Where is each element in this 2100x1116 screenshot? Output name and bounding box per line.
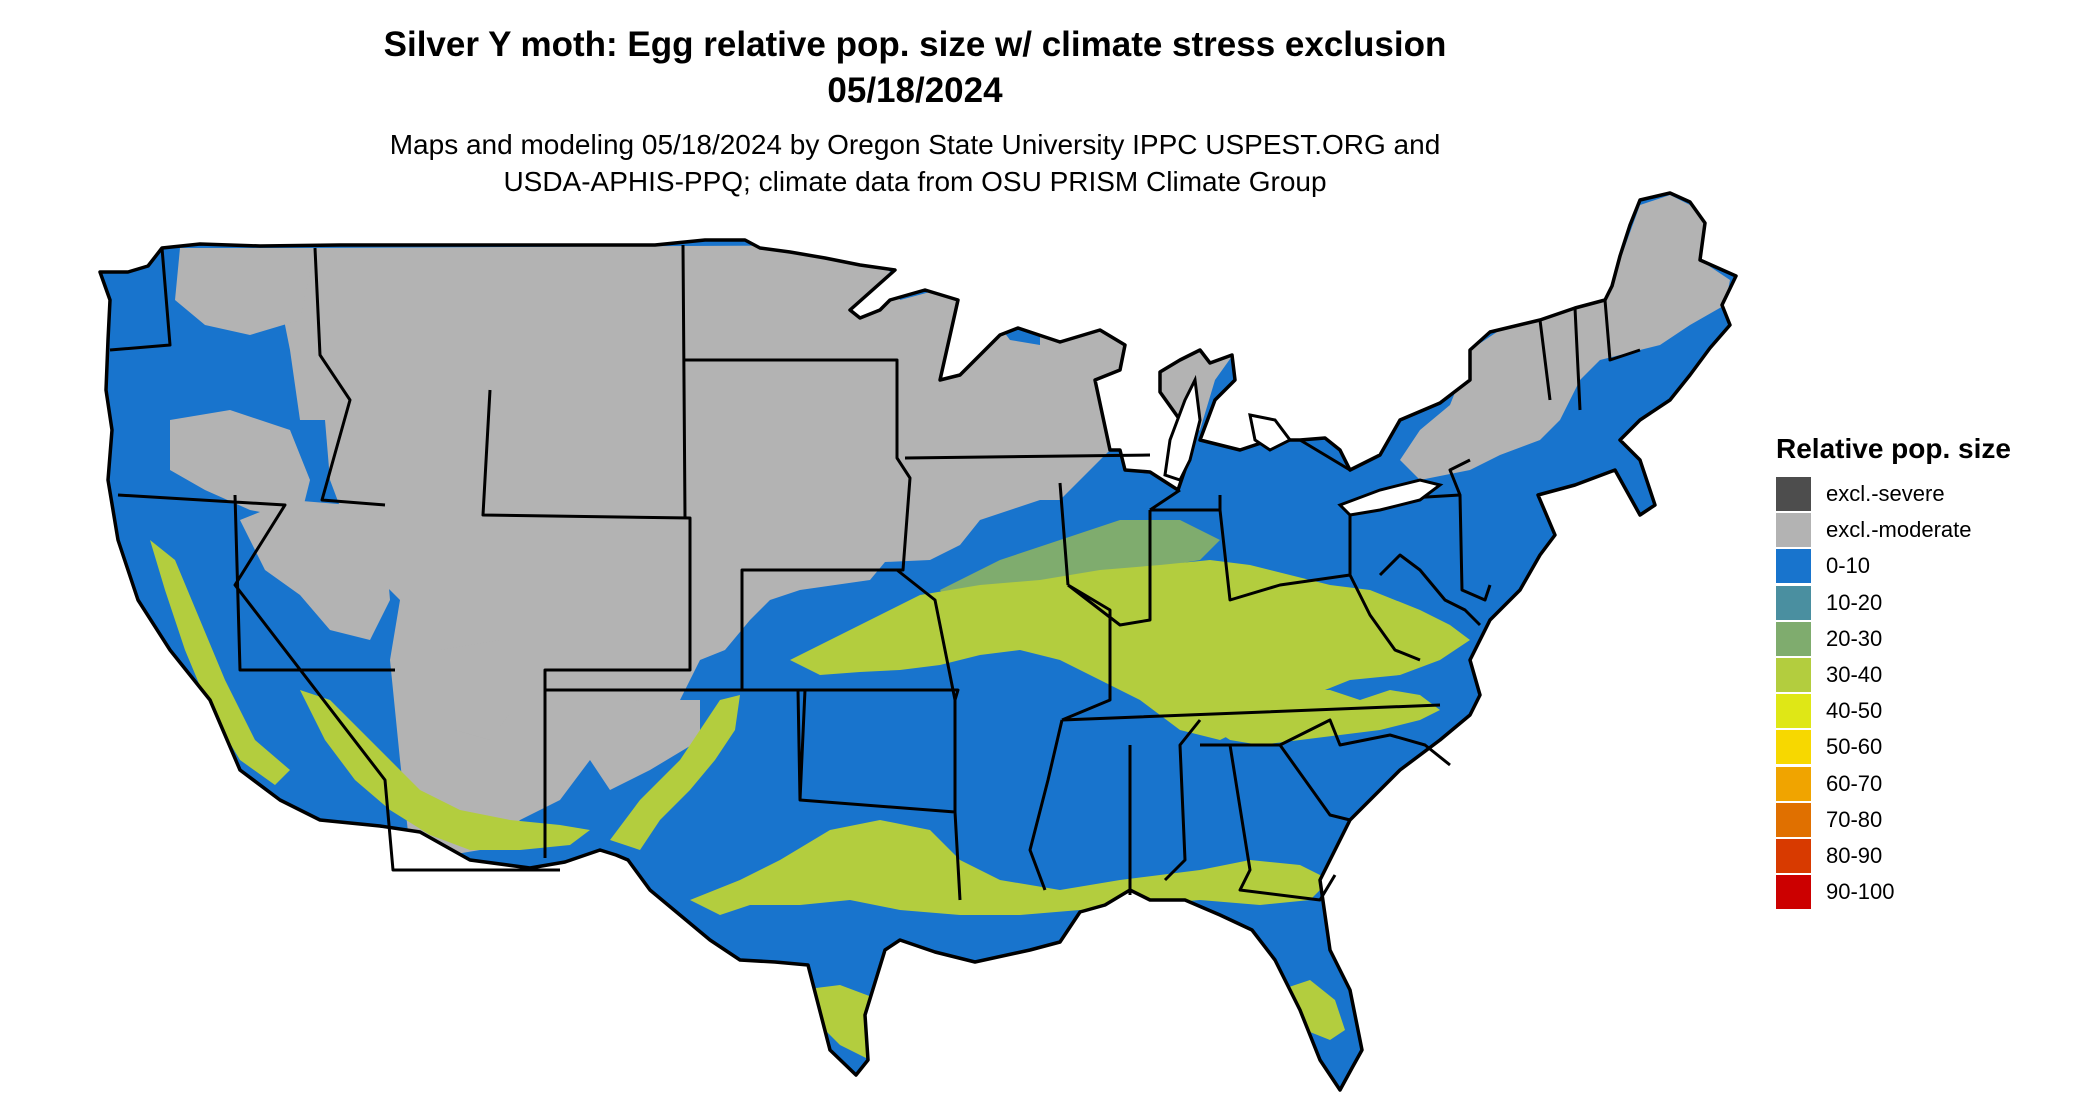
legend-item: 0-10: [1776, 548, 2011, 584]
band-california-valley: [150, 540, 290, 785]
legend-label: 40-50: [1826, 698, 1883, 724]
lake-erie: [1337, 478, 1444, 517]
excluded-region-northeast: [1400, 195, 1730, 480]
legend-swatch: [1776, 513, 1811, 548]
legend-item: 20-30: [1776, 621, 2011, 657]
legend-swatch: [1776, 585, 1811, 620]
legend-label: excl.-severe: [1826, 481, 1945, 507]
map-title-date: 05/18/2024: [827, 71, 1003, 110]
legend-item: excl.-moderate: [1776, 512, 2011, 548]
map-subtitle-line2: USDA-APHIS-PPQ; climate data from OSU PR…: [503, 166, 1327, 197]
band-gulf-coast: [690, 820, 1330, 915]
excluded-region-washington-east: [175, 248, 315, 335]
map-title-line1: Silver Y moth: Egg relative pop. size w/…: [383, 25, 1447, 64]
legend: Relative pop. size excl.-severe excl.-mod…: [1776, 432, 2011, 910]
excluded-region-new-mexico: [440, 640, 520, 740]
legend-swatch: [1776, 766, 1811, 801]
legend-swatch: [1776, 730, 1811, 765]
map-subtitle: Maps and modeling 05/18/2024 by Oregon S…: [0, 126, 1830, 200]
legend-label: 20-30: [1826, 625, 1883, 651]
legend-label: 10-20: [1826, 589, 1883, 615]
map-title: Silver Y moth: Egg relative pop. size w/…: [0, 22, 1830, 114]
border-west-region: [109, 244, 1151, 901]
legend-label: 90-100: [1826, 879, 1895, 905]
band-appalachia: [1200, 690, 1440, 745]
map-subtitle-line1: Maps and modeling 05/18/2024 by Oregon S…: [389, 129, 1441, 160]
legend-label: 60-70: [1826, 770, 1883, 796]
legend-item: 50-60: [1776, 729, 2011, 765]
legend-item: 30-40: [1776, 657, 2011, 693]
lake-michigan: [1163, 374, 1202, 482]
great-lakes: [1163, 374, 1444, 517]
legend-swatch: [1776, 802, 1811, 837]
legend-item: 40-50: [1776, 693, 2011, 729]
excluded-region-oregon: [170, 410, 310, 520]
legend-swatch: [1776, 658, 1811, 693]
legend-item: 80-90: [1776, 838, 2011, 874]
legend-title: Relative pop. size: [1776, 433, 2011, 464]
legend-label: 80-90: [1826, 842, 1883, 868]
legend-swatch: [1776, 694, 1811, 729]
band-texas-oklahoma: [610, 695, 740, 850]
band-florida: [1280, 980, 1345, 1040]
legend-rows: excl.-severe excl.-moderate 0-10 10-20 20-30…: [1776, 476, 2011, 910]
legend-item: 60-70: [1776, 766, 2011, 802]
legend-item: 10-20: [1776, 585, 2011, 621]
excluded-region-colorado-south: [560, 700, 700, 790]
legend-label: 50-60: [1826, 734, 1883, 760]
legend-label: 0-10: [1826, 553, 1871, 579]
legend-swatch: [1776, 838, 1811, 873]
legend-item: 70-80: [1776, 802, 2011, 838]
legend-label: 70-80: [1826, 806, 1883, 832]
legend-swatch: [1776, 621, 1811, 656]
legend-item: excl.-severe: [1776, 476, 2011, 512]
legend-swatch: [1776, 875, 1811, 910]
lake-huron: [1248, 413, 1293, 452]
legend-swatch: [1776, 477, 1811, 512]
excluded-region-nevada: [240, 500, 390, 640]
legend-item: 90-100: [1776, 874, 2011, 910]
legend-label: excl.-moderate: [1826, 517, 1972, 543]
legend-swatch: [1776, 549, 1811, 584]
legend-label: 30-40: [1826, 662, 1883, 688]
